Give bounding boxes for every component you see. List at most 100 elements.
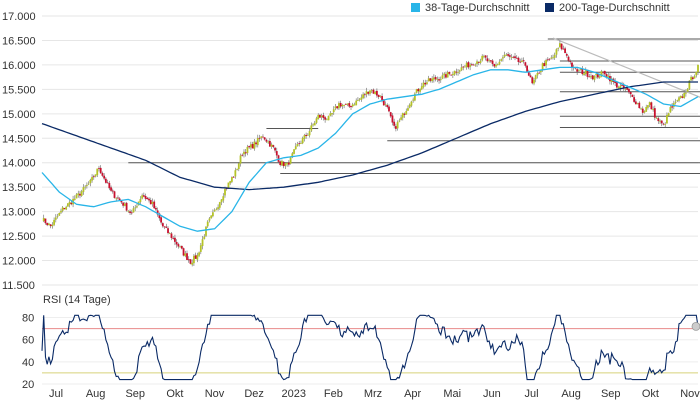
candle-body [448,71,451,74]
x-tick-label: Feb [324,388,343,400]
candle-body [660,120,663,124]
candle-body [232,176,235,178]
candle-body [296,144,299,147]
candle-body [503,54,506,57]
candle-body [376,90,378,96]
candle-body [403,113,406,115]
candle-body [122,202,125,206]
candle-body [622,84,625,89]
candle-body [218,202,221,208]
candle-body [569,61,572,62]
candle-body [42,217,45,222]
candle-body [685,92,687,94]
candle-body [224,188,226,196]
candle-body [98,167,100,169]
x-tick-label: Dez [244,388,264,400]
candle-body [470,64,473,66]
candle-body [144,195,147,199]
candle-body [565,53,568,56]
candle-body [213,210,216,212]
ma38-line [41,66,699,232]
candle-body [382,99,385,106]
candle-body [344,103,347,105]
candle-body [267,141,270,143]
candle-body [652,108,655,110]
candle-body [92,176,95,178]
candle-body [567,56,570,61]
legend-swatch [545,3,554,12]
candle-body [241,154,244,156]
candle-body [236,169,238,170]
ma200-line [41,81,698,191]
candle-body [427,78,430,82]
candle-body [234,170,237,177]
candle-body [85,185,88,187]
candle-body [208,218,211,221]
candle-body [429,78,432,81]
candle-body [607,75,610,78]
candle-body [439,79,442,81]
rsi-line [41,314,699,381]
candle-body [381,96,383,101]
candle-body [552,57,554,59]
candle-body [396,122,399,129]
candle-body [626,87,629,90]
rsi-y-tick-label: 40 [22,357,34,369]
candle-body [320,115,323,118]
candle-body [521,60,523,63]
candle-body [103,175,106,179]
candle-body [657,118,660,122]
candle-body [624,88,627,90]
candle-body [68,201,71,205]
x-tick-label: Apr [404,388,421,400]
price-y-tick-label: 17.000 [2,11,36,23]
candle-body [170,233,173,238]
candle-body [139,199,142,202]
candle-body [48,223,50,226]
candle-body [493,63,496,67]
candle-body [614,81,617,83]
candle-body [96,168,99,176]
x-tick-label: Sep [601,388,621,400]
candle-body [593,76,596,81]
candle-body [303,135,306,139]
candle-body [360,97,363,100]
candle-body [524,62,527,66]
candle-body [148,198,150,201]
candle-body [588,76,591,78]
candle-body [634,101,637,105]
trend-line [552,37,700,98]
candle-body [641,108,644,113]
candle-body [206,221,209,227]
candle-body [108,182,111,189]
candle-body [94,174,97,177]
candle-body [526,65,528,73]
candle-body [205,226,207,236]
candle-body [370,90,373,92]
candle-body [576,69,579,72]
candle-body [287,162,290,165]
candle-body [458,70,461,72]
candle-body [546,59,549,61]
candle-body [249,144,252,148]
candle-body [605,74,608,77]
candle-body [256,137,259,146]
candle-body [129,211,131,213]
candle-body [158,213,161,219]
candle-body [441,75,444,79]
candle-body [136,206,138,208]
candle-body [633,97,636,102]
candle-body [301,138,304,144]
x-tick-label: Mai [443,388,461,400]
candle-body [671,106,674,108]
candle-body [519,61,522,63]
candle-body [243,151,245,155]
candle-body [512,56,515,58]
candle-body [130,212,133,214]
candle-body [674,101,677,103]
candle-body [457,72,459,74]
candle-body [583,73,585,76]
candle-body [389,112,392,117]
candle-body [460,67,463,71]
candle-body [413,93,416,101]
